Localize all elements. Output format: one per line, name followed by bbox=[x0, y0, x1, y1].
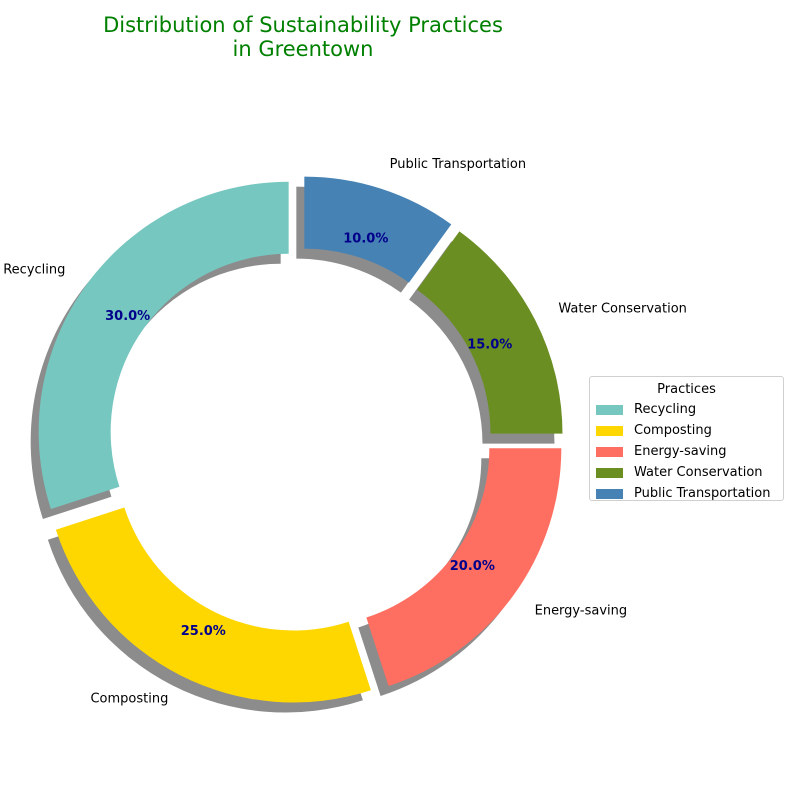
legend-label: Recycling bbox=[634, 402, 697, 417]
percent-label-public-transportation: 10.0% bbox=[343, 231, 388, 246]
legend-swatch bbox=[596, 405, 623, 415]
slice-label-water-conservation: Water Conservation bbox=[558, 301, 687, 316]
slice-public-transportation[interactable] bbox=[304, 176, 452, 283]
slice-energy-saving[interactable] bbox=[366, 448, 562, 686]
legend-swatch bbox=[596, 426, 623, 436]
percent-label-water-conservation: 15.0% bbox=[467, 337, 512, 352]
percent-label-energy-saving: 20.0% bbox=[450, 559, 495, 574]
legend-item[interactable]: Recycling bbox=[590, 399, 783, 420]
slice-label-recycling: Recycling bbox=[3, 263, 65, 278]
slice-label-composting: Composting bbox=[90, 691, 168, 706]
percent-label-composting: 25.0% bbox=[181, 624, 226, 639]
legend-label: Energy-saving bbox=[634, 444, 727, 459]
legend-swatch bbox=[596, 447, 623, 457]
slice-water-conservation[interactable] bbox=[417, 231, 563, 434]
legend-title: Practices bbox=[657, 382, 716, 397]
legend-item[interactable]: Water Conservation bbox=[590, 462, 783, 483]
percent-label-recycling: 30.0% bbox=[105, 309, 150, 324]
legend-item[interactable]: Energy-saving bbox=[590, 441, 783, 462]
legend-label: Composting bbox=[634, 423, 712, 438]
slice-label-public-transportation: Public Transportation bbox=[390, 157, 526, 172]
legend-item[interactable]: Public Transportation bbox=[590, 483, 783, 504]
legend-label: Water Conservation bbox=[634, 465, 763, 480]
chart-legend[interactable]: Practices Recycling Composting Energy-savi… bbox=[589, 376, 784, 501]
slice-recycling[interactable] bbox=[38, 181, 289, 510]
legend-label: Public Transportation bbox=[634, 486, 771, 501]
legend-swatch bbox=[596, 489, 623, 499]
slice-composting[interactable] bbox=[55, 507, 371, 703]
slice-label-energy-saving: Energy-saving bbox=[535, 603, 628, 618]
legend-swatch bbox=[596, 468, 623, 478]
legend-item[interactable]: Composting bbox=[590, 420, 783, 441]
chart-title-line2: in Greentown bbox=[232, 37, 374, 61]
chart-title: Distribution of Sustainability Practices bbox=[103, 13, 503, 37]
